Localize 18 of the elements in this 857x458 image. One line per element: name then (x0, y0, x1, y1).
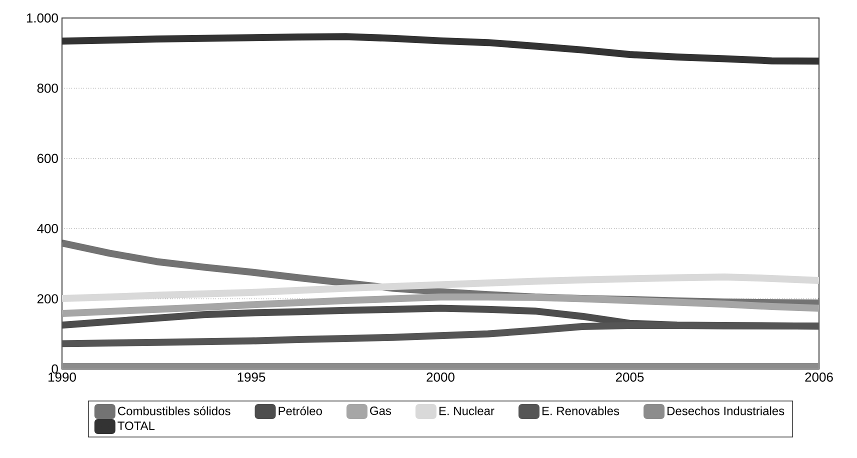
y-tick-label: 600 (37, 154, 58, 163)
y-tick-label: 200 (37, 294, 58, 304)
legend-label: E. Renovables (542, 406, 620, 416)
x-tick-label: 2005 (616, 372, 644, 382)
legend-label: Combustibles sólidos (118, 406, 230, 416)
y-tick-label: 1.000 (26, 13, 58, 23)
legend-label: TOTAL (118, 422, 155, 430)
x-tick-label: 2006 (805, 372, 833, 382)
legend-label: E. Nuclear (439, 406, 494, 416)
legend-label: Petróleo (278, 406, 322, 416)
y-tick-label: 0 (52, 364, 58, 374)
x-tick-label: 1990 (48, 372, 76, 382)
legend-label: Gas (370, 406, 392, 416)
legend-label: Desechos Industriales (668, 406, 784, 416)
x-tick-label: 2000 (426, 372, 454, 382)
y-tick-label: 800 (37, 84, 58, 93)
y-tick-label: 400 (37, 224, 58, 234)
x-tick-label: 1995 (238, 372, 266, 382)
